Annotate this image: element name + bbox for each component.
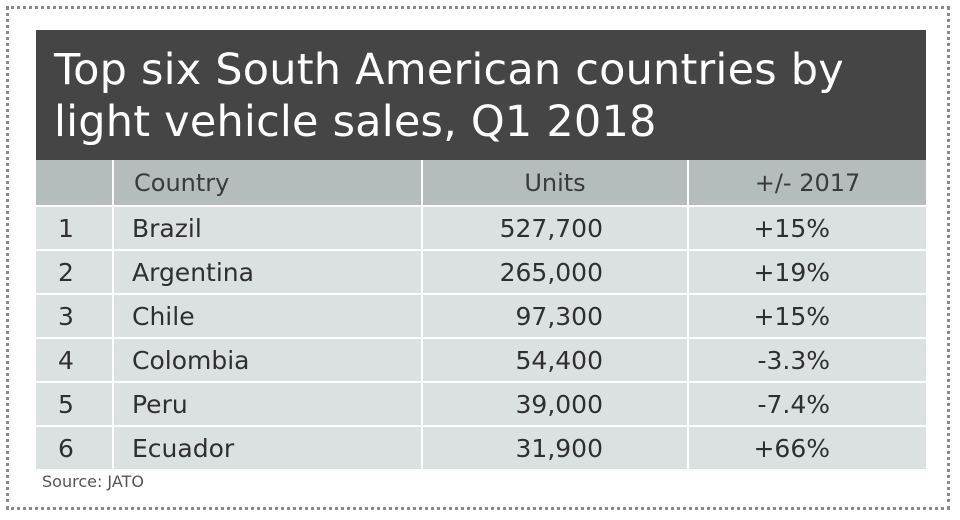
table-row: 1 Brazil 527,700 +15% (36, 205, 926, 250)
change-cell: +15% (688, 205, 926, 250)
rank-cell: 6 (36, 425, 114, 469)
chart-title: Top six South American countries by ligh… (36, 30, 926, 160)
units-cell: 527,700 (422, 205, 689, 250)
rank-cell: 4 (36, 337, 114, 382)
rank-cell: 1 (36, 205, 114, 250)
country-cell: Chile (113, 293, 423, 338)
country-cell: Brazil (113, 205, 423, 250)
header-change: +/- 2017 (688, 160, 926, 206)
rank-cell: 2 (36, 249, 114, 294)
change-cell: +19% (688, 249, 926, 294)
change-cell: +15% (688, 293, 926, 338)
units-cell: 97,300 (422, 293, 689, 338)
units-cell: 265,000 (422, 249, 689, 294)
table-row: 2 Argentina 265,000 +19% (36, 249, 926, 294)
header-rank (36, 160, 114, 206)
rank-cell: 5 (36, 381, 114, 426)
units-cell: 39,000 (422, 381, 689, 426)
sales-table: Country Units +/- 2017 1 Brazil 527,700 … (36, 160, 926, 469)
table-row: 3 Chile 97,300 +15% (36, 293, 926, 338)
change-cell: -7.4% (688, 381, 926, 426)
country-cell: Colombia (113, 337, 423, 382)
header-country: Country (113, 160, 423, 206)
header-units: Units (422, 160, 689, 206)
table-row: 4 Colombia 54,400 -3.3% (36, 337, 926, 382)
change-cell: -3.3% (688, 337, 926, 382)
table-row: 6 Ecuador 31,900 +66% (36, 425, 926, 469)
table-row: 5 Peru 39,000 -7.4% (36, 381, 926, 426)
table-panel: Top six South American countries by ligh… (36, 30, 926, 469)
source-note: Source: JATO (42, 472, 144, 491)
dotted-frame (6, 6, 950, 510)
units-cell: 31,900 (422, 425, 689, 469)
units-cell: 54,400 (422, 337, 689, 382)
rank-cell: 3 (36, 293, 114, 338)
country-cell: Ecuador (113, 425, 423, 469)
country-cell: Peru (113, 381, 423, 426)
country-cell: Argentina (113, 249, 423, 294)
header-row: Country Units +/- 2017 (36, 160, 926, 206)
change-cell: +66% (688, 425, 926, 469)
